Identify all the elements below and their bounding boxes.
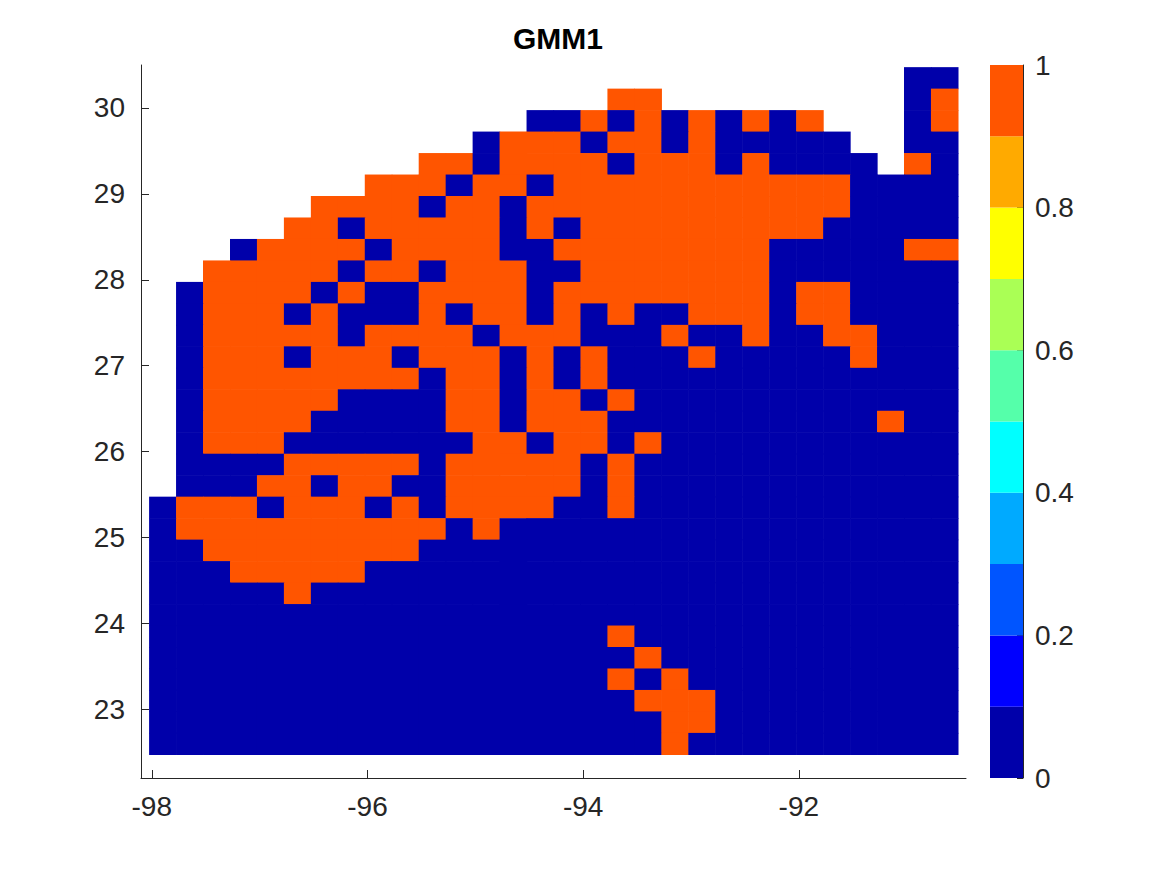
svg-text:0: 0 (1035, 763, 1051, 794)
svg-text:-96: -96 (347, 791, 387, 822)
svg-text:25: 25 (94, 522, 125, 553)
svg-text:0.4: 0.4 (1035, 477, 1074, 508)
svg-text:24: 24 (94, 608, 125, 639)
svg-text:0.2: 0.2 (1035, 620, 1074, 651)
svg-text:29: 29 (94, 178, 125, 209)
svg-text:-98: -98 (132, 791, 172, 822)
svg-text:30: 30 (94, 92, 125, 123)
svg-text:-94: -94 (563, 791, 603, 822)
svg-text:28: 28 (94, 264, 125, 295)
svg-text:0.8: 0.8 (1035, 192, 1074, 223)
svg-text:26: 26 (94, 436, 125, 467)
svg-text:1: 1 (1035, 50, 1051, 81)
svg-text:-92: -92 (779, 791, 819, 822)
svg-text:27: 27 (94, 350, 125, 381)
svg-text:23: 23 (94, 694, 125, 725)
svg-text:GMM1: GMM1 (513, 22, 603, 55)
svg-text:0.6: 0.6 (1035, 335, 1074, 366)
